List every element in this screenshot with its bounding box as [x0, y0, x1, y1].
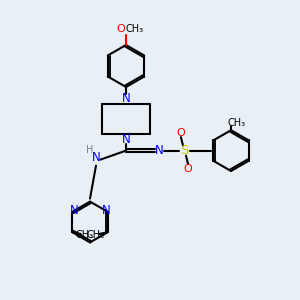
Text: H: H — [86, 145, 93, 155]
Text: N: N — [122, 133, 130, 146]
Text: N: N — [122, 92, 130, 105]
Text: S: S — [180, 144, 189, 157]
Text: O: O — [184, 164, 193, 174]
Text: N: N — [92, 151, 100, 164]
Text: CH₃: CH₃ — [76, 230, 94, 240]
Text: CH₃: CH₃ — [125, 24, 143, 34]
Text: N: N — [154, 144, 164, 157]
Text: O: O — [116, 24, 125, 34]
Text: N: N — [70, 204, 78, 217]
Text: CH₃: CH₃ — [86, 230, 104, 240]
Text: O: O — [176, 128, 185, 138]
Text: N: N — [102, 204, 110, 217]
Text: CH₃: CH₃ — [227, 118, 245, 128]
